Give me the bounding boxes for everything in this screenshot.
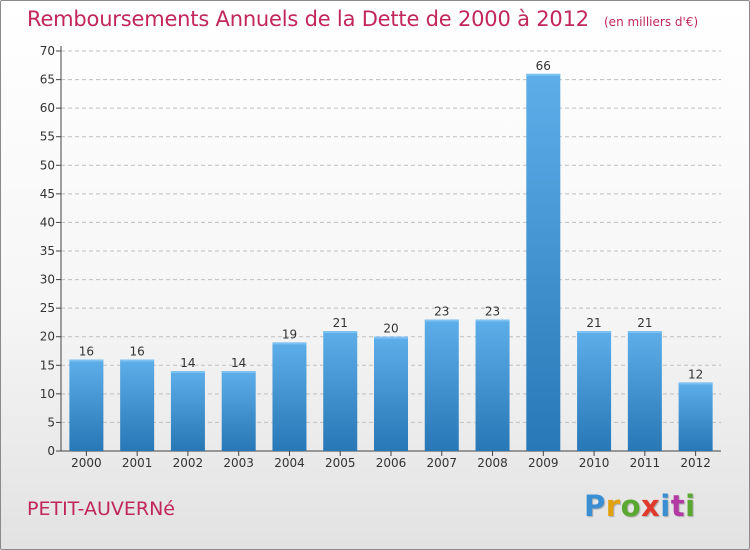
y-tick-label: 45 bbox=[40, 187, 55, 201]
bar bbox=[374, 336, 408, 451]
x-tick-label: 2011 bbox=[630, 456, 661, 470]
x-tick-label: 2003 bbox=[223, 456, 254, 470]
labels: 0 5 10 15 20 25 30 35 40 45 50 55 60 65 70 2000 16 2001 16… bbox=[40, 44, 711, 470]
bar-top-edge bbox=[170, 371, 205, 373]
x-tick-label: 2000 bbox=[71, 456, 102, 470]
x-tick-label: 2010 bbox=[579, 456, 610, 470]
chart-unit-label: (en milliers d'€) bbox=[604, 15, 699, 29]
bar bbox=[221, 371, 256, 451]
chart-title-row: Remboursements Annuels de la Dette de 20… bbox=[27, 7, 698, 31]
bar-top-edge bbox=[526, 73, 561, 76]
data-label: 66 bbox=[536, 59, 551, 73]
bar-top-edge bbox=[272, 342, 307, 345]
x-tick-label: 2005 bbox=[325, 456, 356, 470]
logo-letter: t bbox=[670, 489, 686, 523]
data-label: 14 bbox=[180, 356, 195, 370]
y-tick-label: 60 bbox=[40, 101, 55, 115]
logo-letter: o bbox=[620, 489, 642, 523]
logo-letter: x bbox=[641, 489, 661, 523]
x-tick-label: 2009 bbox=[528, 456, 559, 470]
bar bbox=[69, 359, 104, 451]
proxiti-logo: Proxiti bbox=[584, 489, 696, 523]
x-tick-label: 2006 bbox=[376, 456, 407, 470]
y-tick-label: 15 bbox=[40, 358, 55, 372]
y-tick-label: 5 bbox=[47, 415, 55, 429]
bar bbox=[627, 331, 662, 451]
y-tick-label: 55 bbox=[40, 130, 55, 144]
bar-top-edge bbox=[374, 336, 408, 339]
logo-letter: r bbox=[605, 489, 621, 523]
bar bbox=[577, 331, 612, 451]
data-label: 23 bbox=[434, 305, 449, 319]
y-tick-label: 0 bbox=[47, 444, 55, 458]
x-tick-label: 2001 bbox=[122, 456, 153, 470]
bar-top-edge bbox=[323, 331, 358, 333]
logo-letter: i bbox=[685, 489, 696, 523]
commune-name: PETIT-AUVERNé bbox=[27, 498, 175, 520]
data-label: 21 bbox=[586, 316, 601, 330]
data-label: 20 bbox=[383, 322, 398, 336]
logo-letter: P bbox=[584, 489, 606, 523]
y-tick-label: 30 bbox=[40, 273, 55, 287]
bar-top-edge bbox=[577, 331, 612, 333]
data-label: 21 bbox=[333, 316, 348, 330]
y-tick-label: 20 bbox=[40, 330, 55, 344]
bar bbox=[170, 371, 205, 451]
y-tick-label: 35 bbox=[40, 244, 55, 258]
y-tick-label: 70 bbox=[40, 44, 55, 58]
data-label: 21 bbox=[637, 316, 652, 330]
chart-title: Remboursements Annuels de la Dette de 20… bbox=[27, 7, 589, 31]
logo-letter: i bbox=[660, 489, 671, 523]
y-tick-label: 25 bbox=[40, 301, 55, 315]
bar-top-edge bbox=[69, 359, 104, 362]
x-tick-label: 2002 bbox=[173, 456, 204, 470]
bar-top-edge bbox=[627, 331, 662, 333]
bar-top-edge bbox=[475, 319, 510, 322]
data-label: 16 bbox=[79, 345, 94, 359]
x-tick-label: 2008 bbox=[477, 456, 508, 470]
y-tick-label: 50 bbox=[40, 158, 55, 172]
bar-top-edge bbox=[120, 359, 155, 362]
bar-top-edge bbox=[678, 382, 713, 385]
x-tick-label: 2004 bbox=[274, 456, 305, 470]
y-tick-label: 10 bbox=[40, 387, 55, 401]
data-label: 19 bbox=[282, 327, 297, 341]
bar bbox=[678, 382, 713, 451]
bar-top-edge bbox=[221, 371, 256, 373]
bars bbox=[69, 73, 713, 451]
x-tick-label: 2007 bbox=[426, 456, 457, 470]
bar bbox=[323, 331, 358, 451]
data-label: 16 bbox=[130, 345, 145, 359]
x-tick-label: 2012 bbox=[680, 456, 711, 470]
data-label: 14 bbox=[231, 356, 246, 370]
bar bbox=[424, 319, 459, 451]
y-tick-label: 40 bbox=[40, 215, 55, 229]
bar bbox=[272, 342, 307, 451]
bar bbox=[120, 359, 155, 451]
data-label: 23 bbox=[485, 305, 500, 319]
bar bbox=[475, 319, 510, 451]
data-label: 12 bbox=[688, 367, 703, 381]
bar bbox=[526, 73, 561, 451]
bar-top-edge bbox=[424, 319, 459, 322]
y-tick-label: 65 bbox=[40, 73, 55, 87]
